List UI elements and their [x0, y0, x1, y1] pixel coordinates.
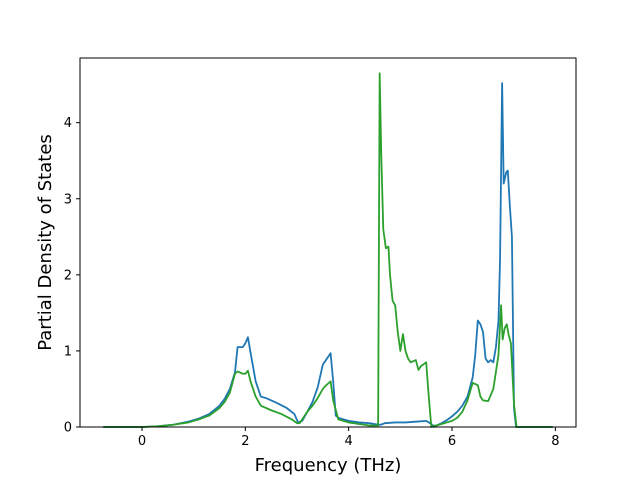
x-tick-label: 6: [448, 434, 456, 449]
y-tick-label: 1: [64, 344, 72, 359]
x-tick-label: 0: [138, 434, 146, 449]
y-tick-label: 3: [64, 192, 72, 207]
x-axis-label: Frequency (THz): [255, 455, 402, 476]
y-axis-label: Partial Density of States: [35, 134, 56, 351]
series-line-2: [103, 72, 553, 428]
y-tick-label: 2: [64, 268, 72, 283]
y-tick-label: 4: [64, 116, 72, 131]
x-tick-label: 2: [241, 434, 249, 449]
x-tick-label: 4: [345, 434, 353, 449]
ticks-layer: 0 2 4 6 8 0 1 2 3 4: [64, 116, 560, 449]
y-tick-label: 0: [64, 421, 72, 436]
plot-frame: [79, 57, 577, 428]
series-layer: [103, 72, 553, 428]
series-line-1: [103, 82, 553, 428]
x-tick-label: 8: [551, 434, 559, 449]
